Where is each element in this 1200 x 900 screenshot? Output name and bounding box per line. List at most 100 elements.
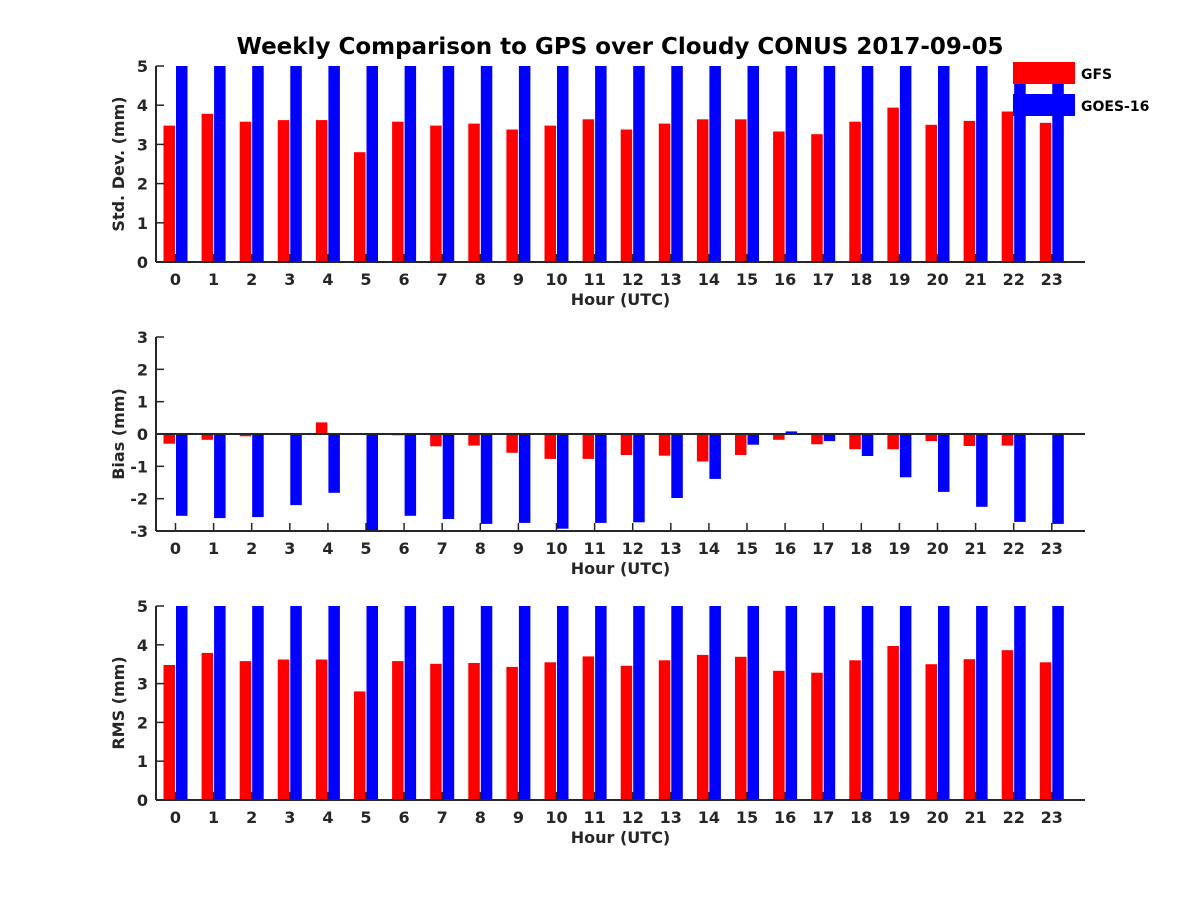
- y-tick-label: 3: [137, 675, 148, 694]
- x-tick-label: 18: [850, 539, 872, 558]
- y-tick-label: 0: [137, 253, 148, 272]
- bar-goes16-bias-6: [404, 434, 417, 516]
- bar-goes16-rms-20: [938, 606, 950, 800]
- bar-goes16-rms-10: [557, 606, 569, 800]
- x-tick-label: 23: [1041, 270, 1063, 289]
- bar-gfs-rms-23: [1039, 662, 1052, 800]
- bar-gfs-rms-14: [696, 654, 709, 800]
- x-tick-label: 6: [399, 539, 410, 558]
- legend-label-goes16: GOES-16: [1081, 99, 1149, 115]
- legend-swatch-gfs: [1013, 62, 1075, 84]
- bar-goes16-bias-10: [557, 434, 569, 529]
- x-tick-label: 3: [284, 270, 295, 289]
- y-tick-label: 4: [137, 96, 148, 115]
- bar-goes16-stddev-6: [404, 66, 417, 262]
- y-tick-label: 0: [137, 791, 148, 810]
- x-tick-label: 18: [850, 270, 872, 289]
- x-tick-label: 10: [545, 808, 567, 827]
- bar-gfs-rms-3: [277, 659, 290, 800]
- bar-gfs-stddev-21: [963, 120, 976, 263]
- x-tick-label: 21: [964, 270, 986, 289]
- bar-goes16-bias-13: [671, 434, 683, 498]
- bar-gfs-bias-10: [544, 434, 556, 459]
- x-tick-label: 7: [437, 270, 448, 289]
- legend: GFS GOES-16: [1013, 62, 1149, 116]
- bar-gfs-stddev-15: [735, 119, 747, 262]
- x-tick-label: 12: [622, 808, 644, 827]
- bar-gfs-stddev-1: [201, 113, 214, 262]
- x-tick-label: 3: [284, 808, 295, 827]
- bar-goes16-bias-17: [823, 434, 836, 442]
- bar-goes16-rms-15: [747, 606, 759, 800]
- x-tick-label: 16: [774, 270, 796, 289]
- x-tick-label: 13: [660, 808, 682, 827]
- x-tick-label: 11: [583, 808, 605, 827]
- bar-goes16-rms-3: [290, 606, 302, 800]
- y-axis-label: RMS (mm): [109, 656, 128, 749]
- x-tick-label: 18: [850, 808, 872, 827]
- y-tick-label: -2: [130, 490, 148, 509]
- x-axis-label: Hour (UTC): [571, 559, 671, 578]
- bar-gfs-bias-8: [468, 434, 480, 446]
- x-tick-label: 6: [399, 808, 410, 827]
- bar-goes16-bias-2: [252, 434, 264, 518]
- bar-goes16-bias-20: [938, 434, 950, 492]
- y-tick-label: 5: [137, 57, 148, 76]
- bar-goes16-bias-23: [1052, 434, 1064, 524]
- bar-goes16-stddev-13: [671, 66, 683, 262]
- bar-gfs-stddev-10: [544, 125, 556, 262]
- x-tick-label: 20: [926, 808, 948, 827]
- bar-goes16-bias-7: [442, 434, 455, 519]
- bar-gfs-rms-10: [544, 662, 556, 800]
- y-axis-label: Std. Dev. (mm): [109, 96, 128, 231]
- bar-gfs-bias-18: [849, 434, 861, 450]
- bar-gfs-stddev-0: [163, 125, 175, 262]
- bar-goes16-rms-0: [176, 606, 188, 800]
- y-tick-label: -1: [130, 457, 148, 476]
- y-tick-label: 0: [137, 425, 148, 444]
- x-tick-label: 8: [475, 539, 486, 558]
- bar-gfs-rms-1: [201, 652, 214, 800]
- chart-title: Weekly Comparison to GPS over Cloudy CON…: [237, 34, 1004, 60]
- y-tick-label: 1: [137, 752, 148, 771]
- bar-gfs-rms-21: [963, 659, 976, 800]
- x-tick-label: 12: [622, 270, 644, 289]
- y-tick-label: 2: [137, 713, 148, 732]
- x-tick-label: 1: [208, 539, 219, 558]
- x-tick-label: 10: [545, 270, 567, 289]
- bar-gfs-rms-5: [354, 691, 366, 800]
- x-tick-label: 0: [170, 270, 181, 289]
- x-tick-label: 14: [698, 539, 720, 558]
- x-tick-label: 19: [888, 539, 910, 558]
- y-tick-label: 1: [137, 214, 148, 233]
- x-tick-label: 17: [812, 539, 834, 558]
- x-tick-label: 2: [246, 539, 257, 558]
- bar-goes16-stddev-21: [976, 66, 988, 262]
- bar-goes16-rms-22: [1014, 606, 1026, 800]
- y-tick-label: -3: [130, 522, 148, 541]
- x-tick-label: 21: [964, 808, 986, 827]
- x-tick-label: 16: [774, 808, 796, 827]
- bar-goes16-bias-21: [976, 434, 988, 507]
- bar-goes16-rms-14: [709, 606, 721, 800]
- x-tick-label: 5: [360, 808, 371, 827]
- x-tick-label: 19: [888, 808, 910, 827]
- bar-gfs-bias-22: [1001, 434, 1014, 446]
- bar-goes16-stddev-17: [823, 66, 836, 262]
- bar-gfs-stddev-17: [811, 134, 823, 262]
- bar-gfs-bias-19: [887, 434, 899, 450]
- bar-gfs-bias-14: [696, 434, 709, 462]
- bar-goes16-bias-15: [747, 434, 759, 445]
- bar-gfs-stddev-9: [506, 129, 518, 262]
- x-tick-label: 9: [513, 270, 524, 289]
- bar-goes16-stddev-14: [709, 66, 721, 262]
- x-tick-label: 15: [736, 270, 758, 289]
- bar-goes16-bias-8: [480, 434, 493, 524]
- bar-goes16-bias-5: [366, 434, 378, 531]
- x-tick-label: 22: [1003, 539, 1025, 558]
- bar-gfs-stddev-4: [315, 120, 328, 262]
- bar-goes16-rms-6: [404, 606, 417, 800]
- y-tick-label: 2: [137, 360, 148, 379]
- bar-gfs-rms-12: [620, 665, 633, 800]
